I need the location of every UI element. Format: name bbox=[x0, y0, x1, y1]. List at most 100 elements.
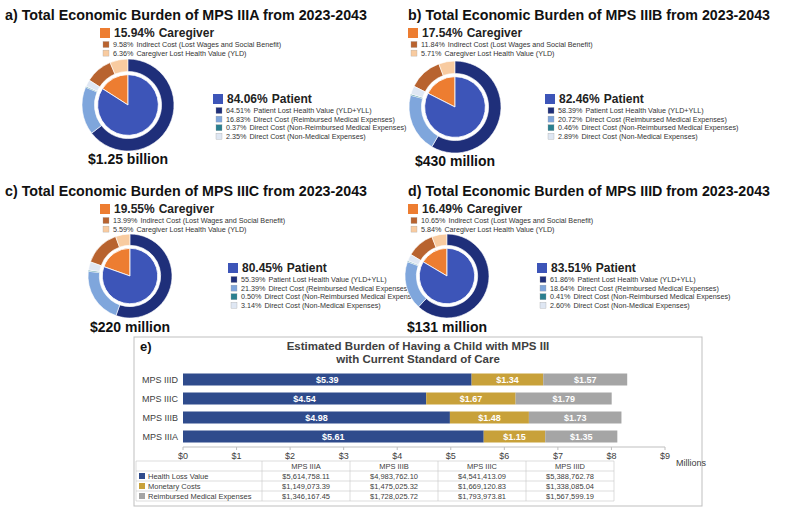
table-header: MPS IIIB bbox=[379, 462, 409, 471]
data-table: MPS IIIAMPS IIIBMPS IIICMPS IIIDHealth L… bbox=[136, 461, 614, 501]
y-tick-label: MPS IIID bbox=[142, 375, 179, 385]
legend-swatch bbox=[540, 285, 546, 291]
ring-slice bbox=[116, 234, 130, 247]
legend-swatch bbox=[411, 42, 417, 48]
legend-swatch bbox=[100, 28, 110, 38]
ring-slice bbox=[92, 59, 174, 151]
bars bbox=[183, 374, 627, 443]
data-label: $1.57 bbox=[574, 375, 597, 385]
inner-slice bbox=[419, 248, 474, 303]
legend-swatch bbox=[228, 263, 238, 273]
sub-label: 5.71%Caregiver Lost Health Value (YLD) bbox=[421, 49, 555, 58]
group-percent: 80.45% bbox=[242, 261, 283, 275]
ring-slice bbox=[88, 271, 120, 315]
inner-slice bbox=[98, 75, 159, 136]
inner-slice bbox=[102, 248, 157, 303]
chart-subtitle: with Current Standard of Care bbox=[335, 353, 500, 365]
legend-swatch bbox=[540, 277, 546, 283]
legend-swatch bbox=[545, 94, 555, 104]
data-label: $4.98 bbox=[305, 413, 328, 423]
inner-slice bbox=[425, 77, 486, 138]
x-tick bbox=[557, 447, 558, 450]
ring-slice bbox=[432, 234, 447, 247]
sub-percent: 2.35% bbox=[226, 132, 247, 141]
legend-label: Reimbursed Medical Expenses bbox=[148, 492, 252, 501]
group-label: 80.45% Patient bbox=[242, 261, 327, 275]
group-name: Patient bbox=[596, 261, 636, 275]
bar-segment bbox=[450, 412, 529, 424]
legend-swatch bbox=[411, 226, 417, 232]
data-label: $4.54 bbox=[293, 394, 316, 404]
bar-segment bbox=[484, 431, 546, 443]
x-tick bbox=[397, 447, 398, 450]
ring-slice bbox=[116, 234, 172, 318]
group-name: Patient bbox=[272, 92, 312, 106]
ring-slice bbox=[90, 237, 119, 266]
x-tick-label: $4 bbox=[392, 451, 402, 461]
legend-label: Monetary Costs bbox=[148, 482, 201, 491]
sub-percent: 5.59% bbox=[113, 225, 134, 234]
table-cell: $5,388,762.78 bbox=[546, 472, 594, 481]
sub-label: 3.14%Direct Cost (Non-Medical Expenses) bbox=[241, 301, 381, 310]
x-tick bbox=[450, 447, 451, 450]
legend-swatch bbox=[139, 483, 145, 489]
bar-segment bbox=[183, 393, 426, 405]
x-tick bbox=[665, 447, 666, 450]
group-percent: 17.54% bbox=[422, 26, 463, 40]
table-rule bbox=[136, 501, 614, 502]
group-label: 19.55%Caregiver bbox=[114, 202, 214, 216]
sub-percent: 6.36% bbox=[113, 49, 134, 58]
group-percent: 19.55% bbox=[114, 202, 155, 216]
legend-swatch bbox=[216, 108, 222, 114]
table-rule bbox=[136, 461, 614, 462]
x-tick-label: $7 bbox=[553, 451, 563, 461]
group-name: Caregiver bbox=[159, 26, 215, 40]
panel-label: e) bbox=[140, 339, 152, 354]
legend-swatch bbox=[231, 285, 237, 291]
table-header: MPS IIID bbox=[555, 462, 586, 471]
data-label: $1.48 bbox=[478, 413, 501, 423]
chart-title: Estimated Burden of Having a Child with … bbox=[287, 340, 550, 352]
legend-swatch bbox=[548, 133, 554, 139]
legend-swatch bbox=[100, 204, 110, 214]
sub-label: 6.36%Caregiver Lost Health Value (YLD) bbox=[113, 49, 247, 58]
panel-title: b) Total Economic Burden of MPS IIIB fro… bbox=[408, 7, 770, 23]
legend-swatch bbox=[408, 28, 418, 38]
x-axis-label: Millions bbox=[676, 458, 707, 468]
data-label: $5.61 bbox=[322, 432, 345, 442]
sub-name: Direct Cost (Non-Medical Expenses) bbox=[264, 301, 380, 310]
sub-label: 5.84%Caregiver Lost Health Value (YLD) bbox=[421, 225, 555, 234]
legend-swatch bbox=[231, 302, 237, 308]
bar-segment bbox=[183, 431, 484, 443]
x-tick-label: $2 bbox=[285, 451, 295, 461]
table-rule bbox=[438, 461, 439, 501]
sub-name: Direct Cost (Non-Medical Expenses) bbox=[573, 301, 689, 310]
legend-swatch bbox=[231, 277, 237, 283]
table-cell: $1,475,025.32 bbox=[370, 482, 418, 491]
sub-name: Caregiver Lost Health Value (YLD) bbox=[444, 49, 554, 58]
donut-panel: a) Total Economic Burden of MPS IIIA fro… bbox=[5, 7, 406, 167]
legend-swatch bbox=[548, 125, 554, 131]
x-tick bbox=[504, 447, 505, 450]
bar-segment bbox=[426, 393, 515, 405]
table-rule bbox=[350, 461, 351, 501]
sub-percent: 2.60% bbox=[550, 301, 571, 310]
table-cell: $1,669,120.83 bbox=[458, 482, 506, 491]
legend-swatch bbox=[216, 133, 222, 139]
x-tick-label: $9 bbox=[660, 451, 670, 461]
data-label: $1.35 bbox=[570, 432, 593, 442]
table-rule bbox=[262, 461, 263, 501]
ring-slice bbox=[409, 95, 438, 147]
legend-swatch bbox=[408, 204, 418, 214]
sub-percent: 5.71% bbox=[421, 49, 442, 58]
group-label: 84.06%Patient bbox=[227, 92, 312, 106]
group-label: 82.46%Patient bbox=[559, 92, 644, 106]
legend-swatch bbox=[540, 294, 546, 300]
x-tick bbox=[343, 447, 344, 450]
table-cell: $1,567,599.19 bbox=[546, 492, 594, 501]
group-name: Patient bbox=[287, 261, 327, 275]
ring-slice bbox=[408, 255, 421, 265]
y-tick-label: MPS IIIA bbox=[142, 432, 178, 442]
bar-segment bbox=[543, 374, 627, 386]
x-tick-label: $5 bbox=[446, 451, 456, 461]
